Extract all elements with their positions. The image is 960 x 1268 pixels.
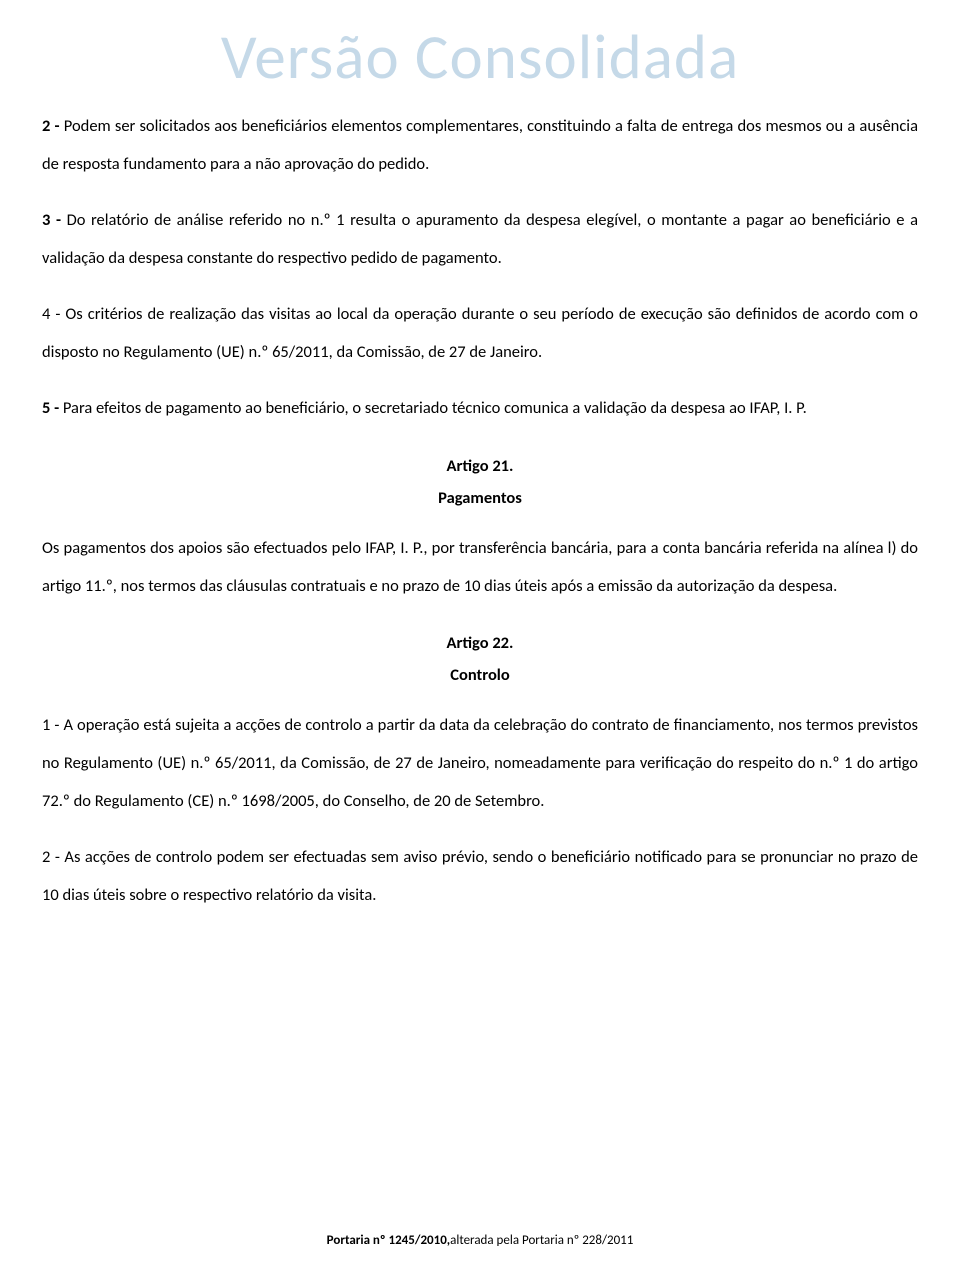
paragraph-art22-1: 1 - A operação está sujeita a acções de …: [42, 707, 918, 821]
article-22-title: Artigo 22.: [42, 633, 918, 653]
document-content: 2 - Podem ser solicitados aos beneficiár…: [0, 0, 960, 915]
paragraph-3: 3 - Do relatório de análise referido no …: [42, 202, 918, 278]
para-5-text: Para efeitos de pagamento ao beneficiári…: [63, 398, 807, 418]
paragraph-4: 4 - Os critérios de realização das visit…: [42, 296, 918, 372]
paragraph-5: 5 - Para efeitos de pagamento ao benefic…: [42, 390, 918, 428]
paragraph-art22-2: 2 - As acções de controlo podem ser efec…: [42, 839, 918, 915]
para-2-text: Podem ser solicitados aos beneficiários …: [42, 116, 918, 174]
para-5-number: 5 -: [42, 398, 63, 418]
footer-rest-text: alterada pela Portaria nº 228/2011: [450, 1233, 633, 1248]
article-21-title: Artigo 21.: [42, 456, 918, 476]
para-3-text: Do relatório de análise referido no n.º …: [42, 210, 918, 268]
footer-bold-text: Portaria nº 1245/2010,: [327, 1233, 451, 1248]
para-3-number: 3 -: [42, 210, 67, 230]
paragraph-art21-body: Os pagamentos dos apoios são efectuados …: [42, 530, 918, 606]
para-2-number: 2 -: [42, 116, 64, 136]
article-21-subtitle: Pagamentos: [42, 488, 918, 508]
paragraph-2: 2 - Podem ser solicitados aos beneficiár…: [42, 108, 918, 184]
article-22-subtitle: Controlo: [42, 665, 918, 685]
page-footer: Portaria nº 1245/2010,alterada pela Port…: [0, 1233, 960, 1248]
